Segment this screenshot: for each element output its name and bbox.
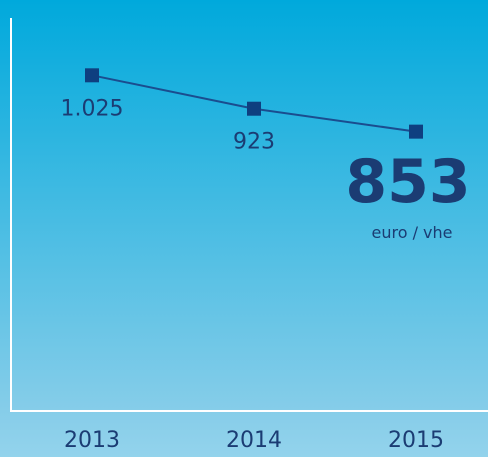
x-tick-label: 2014 [226,428,282,453]
highlight-value-label: 853 [345,147,470,217]
x-tick-label: 2015 [388,428,444,453]
value-label: 1.025 [61,96,124,121]
point-marker [85,68,99,83]
x-tick-label: 2013 [64,428,120,453]
value-label: 923 [233,130,275,155]
point-marker [247,101,261,116]
unit-label: euro / vhe [371,223,452,242]
point-marker [409,124,423,139]
